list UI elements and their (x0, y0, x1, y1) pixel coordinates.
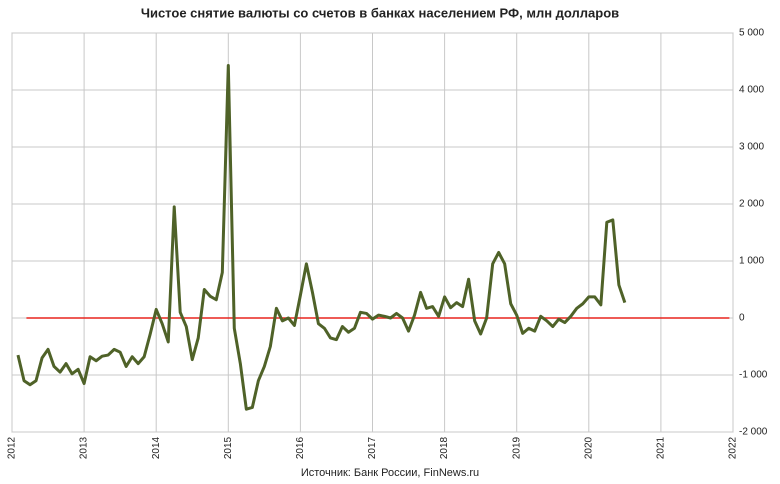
x-tick-label: 2019 (511, 436, 522, 459)
x-tick-label: 2020 (583, 436, 594, 459)
x-tick-label: 2016 (295, 436, 306, 459)
y-tick-label: 4 000 (739, 85, 764, 96)
source: Источник: Банк России, FinNews.ru (301, 467, 479, 479)
y-tick-label: -1 000 (739, 370, 768, 381)
x-tick-label: 2013 (79, 436, 90, 459)
y-tick-label: 0 (739, 313, 745, 324)
x-tick-label: 2014 (151, 436, 162, 459)
chart-title: Чистое снятие валюты со счетов в банках … (141, 5, 619, 20)
y-tick-label: -2 000 (739, 427, 768, 438)
y-tick-label: 2 000 (739, 199, 764, 210)
x-tick-label: 2017 (367, 436, 378, 459)
data-line (16, 63, 627, 411)
y-tick-label: 1 000 (739, 256, 764, 267)
y-tick-label: 5 000 (739, 28, 764, 39)
y-tick-label: 3 000 (739, 142, 764, 153)
x-tick-label: 2012 (7, 436, 18, 459)
x-tick-label: 2022 (728, 436, 739, 459)
x-tick-label: 2018 (439, 436, 450, 459)
x-tick-label: 2015 (223, 436, 234, 459)
x-tick-label: 2021 (656, 436, 667, 459)
